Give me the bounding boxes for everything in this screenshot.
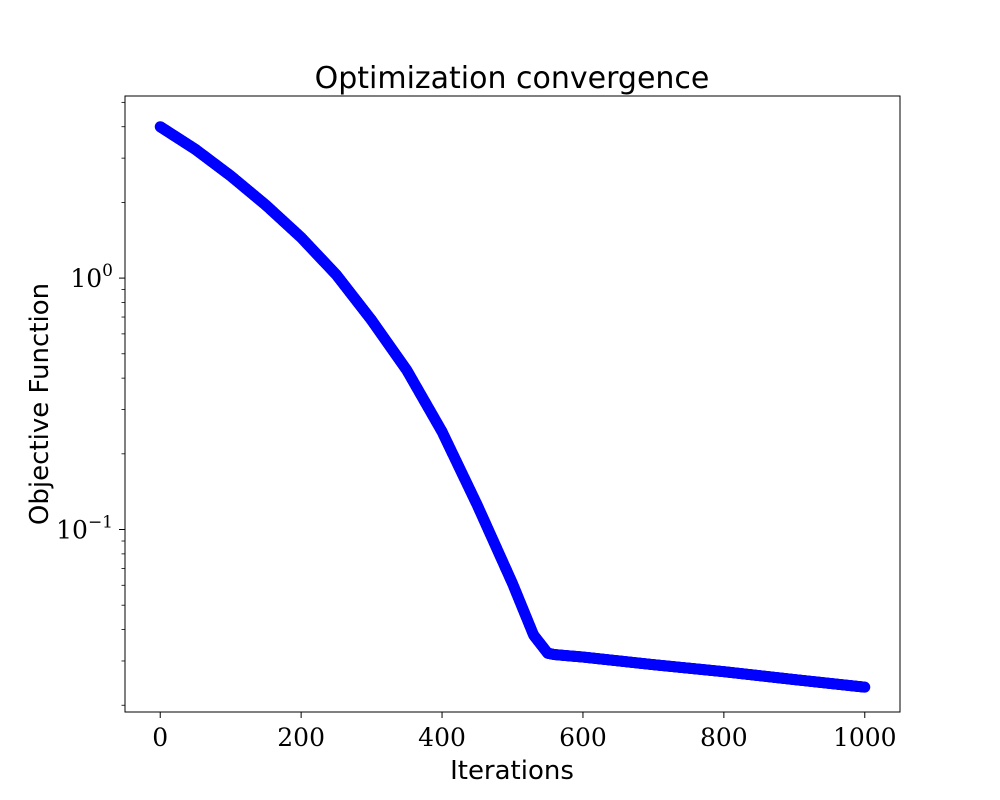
x-tick-label: 400 <box>418 723 466 752</box>
axes-frame <box>124 95 901 713</box>
y-tick-label: 10−1 <box>56 513 113 545</box>
x-tick-label: 1000 <box>833 723 897 752</box>
data-point <box>859 681 871 693</box>
x-tick-label: 800 <box>700 723 748 752</box>
x-tick-label: 600 <box>559 723 607 752</box>
x-tick-label: 200 <box>277 723 325 752</box>
y-tick-label: 100 <box>70 261 113 293</box>
y-axis: 100 10−1 <box>56 101 125 706</box>
x-tick-label: 0 <box>152 723 168 752</box>
x-axis-label: Iterations <box>450 756 574 786</box>
series-0 <box>154 121 871 693</box>
x-axis: 0 200 400 600 800 1000 <box>152 712 897 752</box>
y-axis-label: Objective Function <box>25 283 55 525</box>
chart-title: Optimization convergence <box>315 61 710 96</box>
plot-area <box>154 121 871 693</box>
